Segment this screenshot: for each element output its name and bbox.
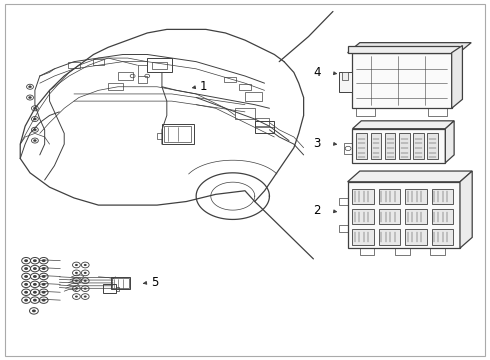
Circle shape [33, 299, 37, 302]
Circle shape [33, 275, 37, 278]
Circle shape [84, 280, 87, 282]
Bar [352, 189, 374, 204]
Bar [379, 209, 400, 225]
Circle shape [42, 275, 46, 278]
Text: 1: 1 [200, 80, 208, 93]
Circle shape [42, 259, 46, 262]
Circle shape [84, 264, 87, 266]
Circle shape [33, 129, 36, 131]
Bar [239, 84, 251, 90]
Circle shape [24, 291, 28, 294]
Polygon shape [352, 121, 454, 129]
Circle shape [75, 288, 78, 290]
Polygon shape [445, 121, 454, 163]
Circle shape [42, 299, 46, 302]
Bar [255, 121, 274, 134]
Circle shape [84, 288, 87, 290]
Circle shape [24, 267, 28, 270]
Circle shape [24, 275, 28, 278]
Bar [352, 129, 445, 163]
Bar [111, 277, 130, 289]
Polygon shape [452, 45, 463, 108]
Bar [93, 59, 104, 64]
Bar [68, 62, 80, 68]
Bar [235, 108, 255, 119]
Circle shape [24, 299, 28, 302]
Bar [339, 198, 347, 205]
Bar [379, 189, 400, 204]
Bar [342, 72, 347, 80]
Bar [112, 278, 129, 288]
Circle shape [75, 296, 78, 298]
Bar [430, 248, 445, 255]
Text: 2: 2 [313, 204, 321, 217]
Circle shape [33, 283, 37, 286]
Polygon shape [460, 171, 472, 248]
Bar [360, 248, 374, 255]
Circle shape [24, 259, 28, 262]
Circle shape [84, 272, 87, 274]
Bar [405, 189, 427, 204]
Text: 4: 4 [313, 66, 321, 79]
Circle shape [42, 267, 46, 270]
Bar [399, 133, 410, 159]
Bar [164, 126, 191, 142]
Bar [405, 229, 427, 244]
Bar [356, 133, 367, 159]
Bar [255, 118, 270, 126]
Bar [427, 133, 438, 159]
Circle shape [75, 264, 78, 266]
Bar [347, 45, 459, 53]
Bar [347, 182, 460, 248]
Circle shape [32, 310, 36, 312]
Bar [343, 143, 352, 154]
Bar [413, 133, 424, 159]
Circle shape [84, 296, 87, 298]
Bar [432, 229, 453, 244]
Circle shape [33, 139, 36, 141]
Polygon shape [347, 171, 472, 182]
Bar [356, 108, 375, 116]
Bar [116, 287, 120, 291]
Circle shape [33, 118, 36, 120]
Bar [405, 209, 427, 225]
Bar [379, 229, 400, 244]
Circle shape [28, 96, 31, 99]
Circle shape [24, 283, 28, 286]
Bar [352, 209, 374, 225]
Bar [224, 77, 236, 82]
Bar [157, 134, 162, 139]
Text: 3: 3 [314, 136, 321, 149]
Bar [428, 108, 447, 116]
Circle shape [42, 283, 46, 286]
Bar [395, 248, 410, 255]
Bar [432, 189, 453, 204]
Polygon shape [347, 42, 471, 53]
Circle shape [33, 267, 37, 270]
Bar [339, 72, 351, 92]
Circle shape [75, 272, 78, 274]
Bar [351, 53, 452, 108]
Bar [339, 225, 347, 232]
Circle shape [42, 291, 46, 294]
Bar [352, 229, 374, 244]
Bar [370, 133, 381, 159]
Bar [162, 125, 194, 144]
Bar [385, 133, 395, 159]
Circle shape [33, 259, 37, 262]
Text: 5: 5 [151, 276, 159, 289]
Bar [432, 209, 453, 225]
Circle shape [75, 280, 78, 282]
Circle shape [28, 86, 31, 88]
Circle shape [33, 107, 36, 109]
Bar [245, 92, 262, 101]
Circle shape [33, 291, 37, 294]
Bar [103, 284, 116, 293]
